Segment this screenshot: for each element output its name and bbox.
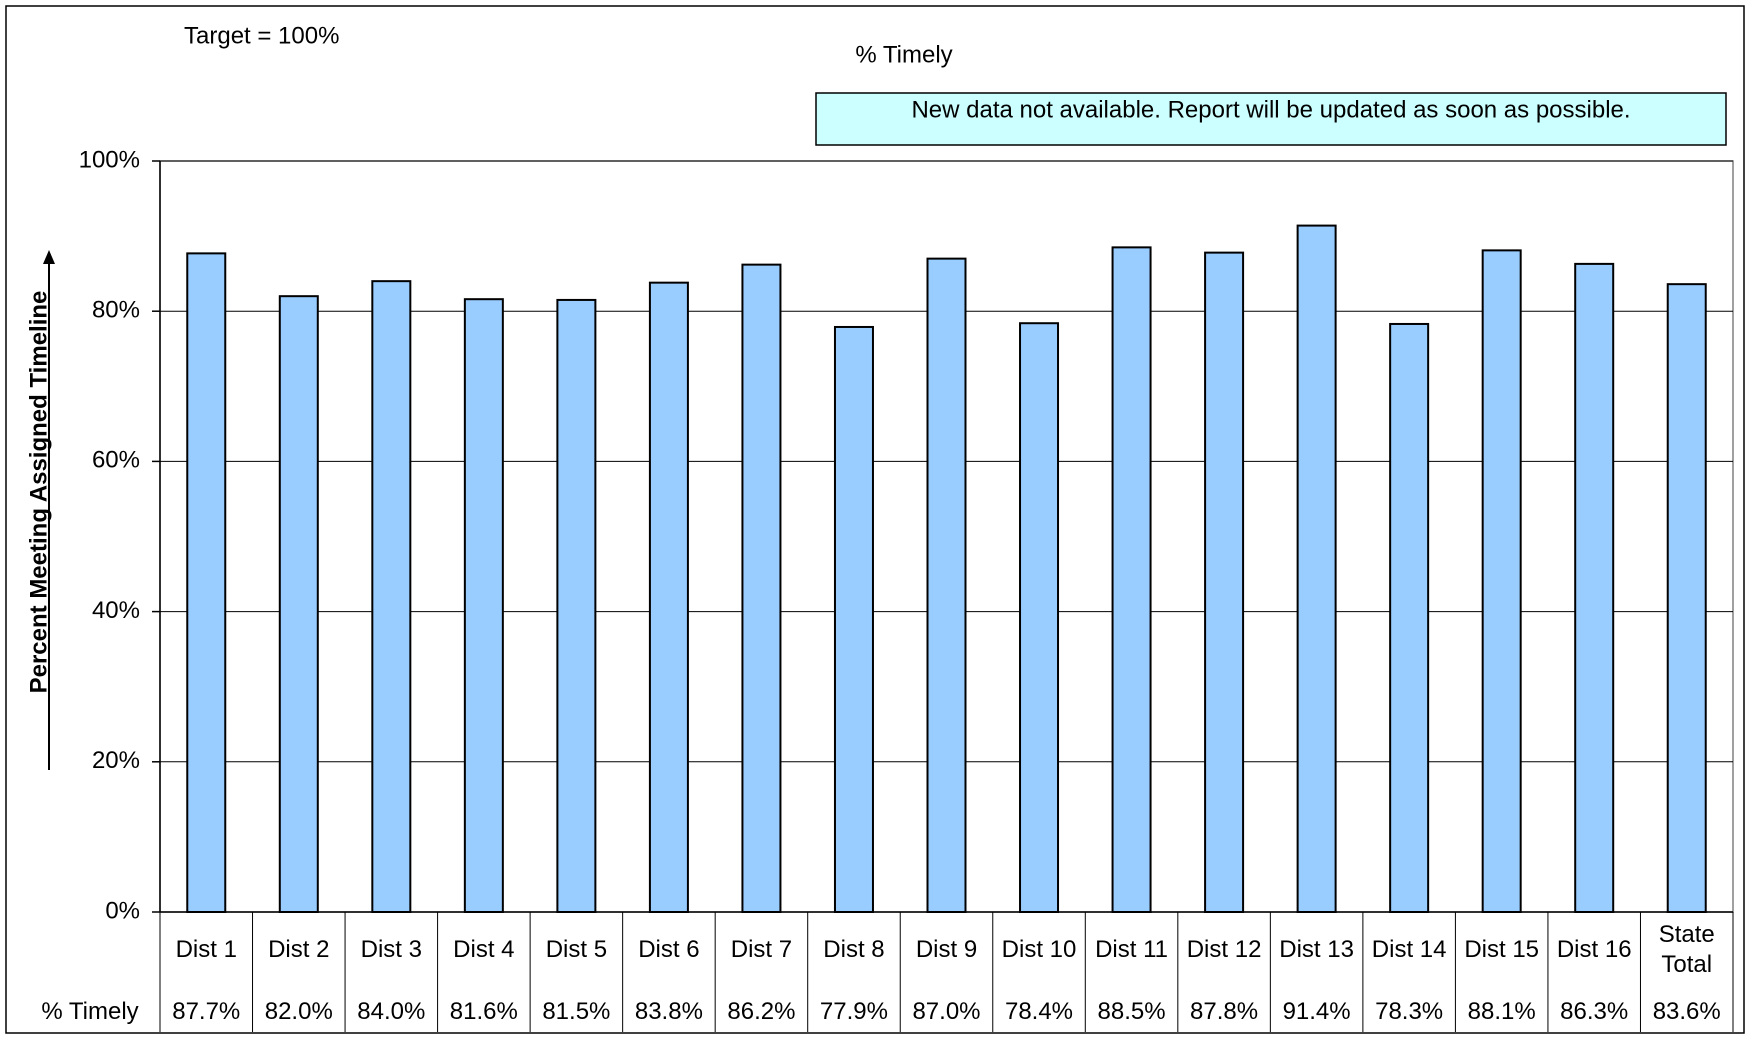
bar (1019, 322, 1060, 913)
x-tick-label: Dist 8 (823, 936, 885, 963)
table-row-label: % Timely (41, 998, 139, 1025)
value-label: 81.5% (542, 998, 611, 1025)
value-label: 82.0% (264, 998, 333, 1025)
value-label: 86.2% (727, 998, 796, 1025)
x-tick-label: Dist 9 (915, 936, 978, 963)
y-tick-label: 80% (92, 297, 140, 324)
bar (1204, 251, 1245, 913)
value-label: 88.5% (1097, 998, 1166, 1025)
note: New data not available. Report will be u… (911, 96, 1630, 123)
value-label: 88.1% (1467, 998, 1536, 1025)
x-tick-label: Dist 3 (360, 936, 422, 963)
x-tick-label: Dist 7 (730, 936, 793, 963)
bar (556, 298, 597, 913)
y-tick-label: 100% (79, 146, 140, 173)
chart-border (5, 5, 1745, 1034)
bar (1389, 322, 1430, 914)
y-tick-label: 60% (92, 447, 140, 474)
bar (1666, 283, 1707, 913)
bar (463, 298, 504, 913)
bar (186, 252, 227, 914)
x-tick-label: State Total (1658, 921, 1715, 978)
y-tick-label: 0% (105, 897, 140, 924)
bar (648, 281, 689, 913)
bar (1574, 262, 1615, 913)
bar (741, 263, 782, 913)
value-label: 87.0% (912, 998, 981, 1025)
value-label: 81.6% (449, 998, 518, 1025)
y-tick-label: 40% (92, 597, 140, 624)
chart-title: % Timely (855, 41, 952, 68)
value-label: 78.4% (1004, 998, 1074, 1025)
x-tick-label: Dist 15 (1464, 936, 1540, 963)
x-tick-label: Dist 1 (175, 936, 237, 963)
bar (1111, 246, 1152, 914)
note-box (815, 92, 1727, 146)
bar (926, 257, 967, 913)
value-label: 87.7% (172, 998, 241, 1025)
y-tick-label: 20% (92, 747, 140, 774)
x-tick-label: Dist 5 (545, 936, 608, 963)
value-label: 78.3% (1375, 998, 1444, 1025)
value-label: 77.9% (819, 998, 888, 1025)
bar (1296, 224, 1337, 913)
x-tick-label: Dist 2 (268, 936, 330, 963)
x-tick-label: Dist 13 (1279, 936, 1354, 963)
bar (371, 280, 412, 914)
value-label: 86.3% (1560, 998, 1629, 1025)
x-tick-label: Dist 12 (1186, 936, 1262, 963)
axis-arrowhead (43, 250, 55, 264)
value-label: 91.4% (1282, 998, 1351, 1025)
bar (278, 295, 319, 913)
annotation: Target = 100% (184, 22, 339, 49)
value-label: 83.6% (1652, 998, 1721, 1025)
x-tick-label: Dist 11 (1095, 936, 1168, 963)
x-tick-label: Dist 6 (638, 936, 700, 963)
x-tick-label: Dist 14 (1371, 936, 1447, 963)
bar (833, 325, 874, 913)
value-label: 83.8% (634, 998, 703, 1025)
value-label: 87.8% (1190, 998, 1259, 1025)
bar (1481, 249, 1522, 913)
y-axis-label: Percent Meeting Assigned Timeline (25, 291, 52, 694)
x-tick-label: Dist 10 (1001, 936, 1077, 963)
x-tick-label: Dist 4 (453, 936, 515, 963)
value-label: 84.0% (357, 998, 426, 1025)
x-tick-label: Dist 16 (1556, 936, 1632, 963)
